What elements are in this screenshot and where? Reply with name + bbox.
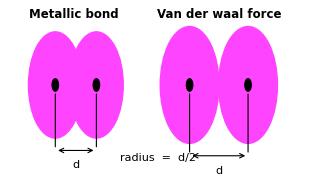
Text: Van der waal force: Van der waal force [157, 8, 281, 21]
Ellipse shape [93, 79, 100, 91]
Text: d: d [215, 166, 222, 176]
Ellipse shape [186, 79, 193, 91]
Text: Metallic bond: Metallic bond [29, 8, 119, 21]
Ellipse shape [245, 79, 251, 91]
Ellipse shape [219, 27, 277, 143]
Text: d: d [72, 161, 79, 170]
Text: radius  =  d/2: radius = d/2 [120, 153, 196, 163]
Ellipse shape [52, 79, 58, 91]
Ellipse shape [160, 27, 219, 143]
Ellipse shape [28, 32, 82, 138]
Ellipse shape [70, 32, 123, 138]
